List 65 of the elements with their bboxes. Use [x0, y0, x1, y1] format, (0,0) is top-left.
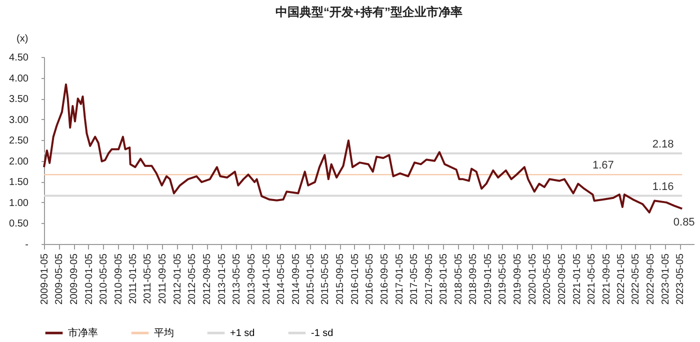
x-tick-label: 2016-09-05	[380, 253, 391, 305]
y-tick-label: 4.00	[9, 73, 29, 84]
x-tick-label: 2015-05-05	[320, 253, 332, 305]
x-tick-label: 2017-05-05	[408, 253, 420, 305]
x-tick-label: 2019-09-05	[512, 253, 524, 305]
x-tick-label: 2013-09-05	[246, 253, 258, 305]
x-tick-label: 2023-01-05	[660, 253, 672, 305]
x-tick-label: 2012-05-05	[187, 253, 198, 305]
x-tick-label: 2012-09-05	[202, 253, 214, 305]
y-tick-label: -	[25, 240, 28, 250]
x-tick-label: 2010-09-05	[113, 253, 124, 305]
data-label: 1.16	[652, 180, 674, 193]
y-tick-label: 0.50	[9, 218, 29, 230]
x-tick-label: 2014-09-05	[290, 253, 302, 305]
y-tick-label: 2.50	[9, 136, 29, 147]
x-tick-label: 2009-05-05	[54, 253, 66, 305]
x-tick-label: 2015-01-05	[306, 253, 317, 305]
x-tick-label: 2012-01-05	[172, 253, 184, 305]
x-tick-label: 2021-01-05	[572, 253, 583, 305]
legend-label: 平均	[154, 327, 174, 339]
x-tick-label: 2016-05-05	[364, 253, 376, 305]
legend-label: 市净率	[68, 327, 98, 339]
x-tick-label: 2015-09-05	[335, 253, 346, 305]
x-tick-label: 2018-09-05	[468, 253, 480, 305]
data-label: 0.85	[673, 216, 695, 229]
x-tick-label: 2019-05-05	[498, 253, 509, 305]
x-tick-label: 2023-05-05	[675, 253, 686, 305]
x-tick-label: 2021-09-05	[601, 253, 612, 305]
y-tick-label: 1.00	[9, 198, 29, 209]
x-tick-label: 2020-01-05	[527, 253, 538, 305]
x-tick-label: 2017-01-05	[394, 253, 406, 305]
data-label: 1.67	[592, 160, 614, 172]
x-tick-label: 2021-05-05	[586, 253, 598, 305]
x-tick-label: 2009-09-05	[69, 253, 80, 305]
data-label: 2.18	[652, 138, 674, 150]
x-tick-label: 2014-05-05	[276, 253, 287, 305]
x-tick-label: 2018-05-05	[453, 253, 464, 305]
x-tick-label: 2022-09-05	[646, 253, 657, 305]
x-tick-label: 2016-01-05	[350, 253, 361, 305]
y-tick-label: 2.00	[9, 156, 29, 168]
x-tick-label: 2011-01-05	[128, 253, 140, 304]
x-tick-label: 2017-09-05	[424, 253, 435, 305]
y-tick-label: 3.50	[9, 94, 29, 106]
x-tick-label: 2013-01-05	[216, 253, 228, 305]
x-tick-label: 2009-01-05	[40, 253, 50, 305]
x-tick-label: 2014-01-05	[261, 253, 272, 305]
y-tick-label: 3.00	[9, 114, 29, 126]
x-tick-label: 2011-05-05	[142, 253, 154, 304]
x-tick-label: 2022-01-05	[616, 253, 628, 305]
x-tick-label: 2010-01-05	[84, 253, 95, 305]
x-tick-label: 2018-01-05	[438, 253, 450, 305]
x-tick-label: 2011-09-05	[158, 253, 169, 304]
y-tick-label: 1.50	[9, 177, 29, 188]
x-tick-label: 2020-05-05	[542, 253, 554, 305]
chart-title: 中国典型“开发+持有”型企业市净率	[275, 5, 463, 19]
x-tick-label: 2020-09-05	[557, 253, 568, 305]
x-tick-label: 2010-05-05	[98, 253, 110, 305]
legend-label: -1 sd	[311, 328, 334, 339]
legend-label: +1 sd	[230, 328, 255, 339]
x-tick-label: 2022-05-05	[630, 253, 642, 305]
line-series	[43, 83, 684, 214]
x-tick-label: 2019-01-05	[483, 253, 494, 305]
y-tick-label: 4.50	[9, 52, 29, 64]
x-tick-label: 2013-05-05	[232, 253, 243, 305]
y-axis-title: (x)	[16, 34, 28, 44]
